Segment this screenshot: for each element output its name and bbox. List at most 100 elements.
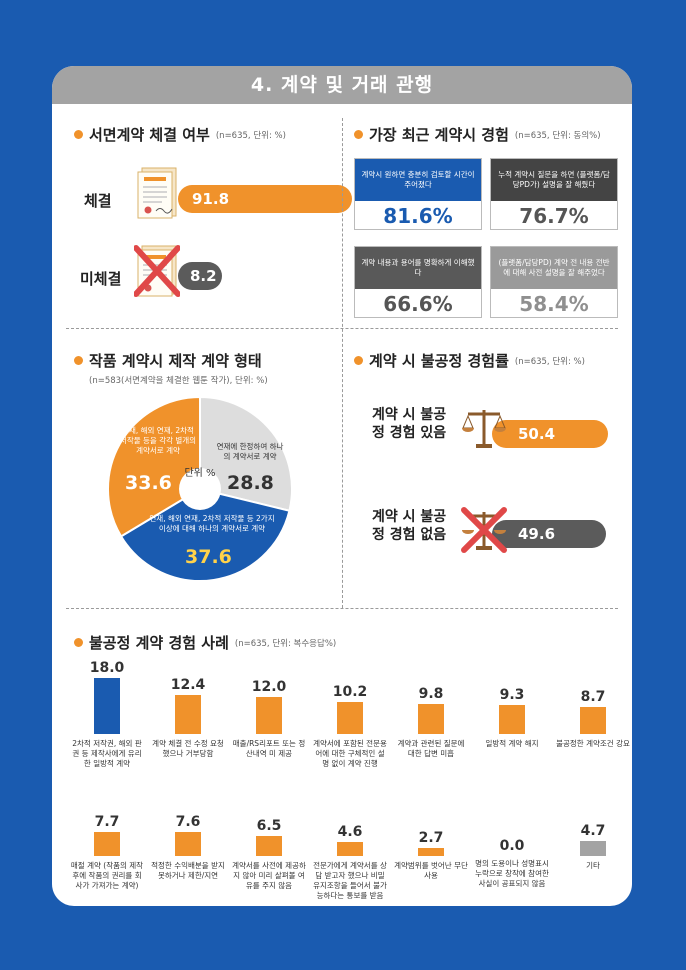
unfair-cases-section: 불공정 계약 경험 사례 (n=635, 단위: 복수응답%) — [74, 632, 336, 653]
case-item: 9.3 일방적 계약 해지 — [475, 687, 549, 749]
experience-statement: 계약 내용과 용어를 명확하게 이해했다 — [355, 247, 481, 289]
case-value: 12.4 — [170, 677, 206, 694]
signed-value: 91.8 — [192, 190, 230, 208]
unsigned-bar: 8.2 — [178, 262, 222, 290]
pie-center-label: 단위 % — [184, 468, 216, 479]
case-value: 9.3 — [499, 687, 525, 704]
case-bar — [175, 695, 201, 734]
pie-label-single-contract: 연재, 해외 연재, 2차적 저작물 등 2가지 이상에 대해 하나의 계약서로… — [149, 514, 275, 534]
page-banner: 4. 계약 및 거래 관행 — [52, 66, 632, 104]
case-item: 10.2 계약서에 포함된 전문용어에 대한 구체적인 설명 없이 계약 진행 — [313, 684, 387, 769]
bullet-dot-icon — [74, 638, 83, 647]
pie-center — [179, 468, 221, 510]
unfair-rate-note: (n=635, 단위: %) — [514, 356, 585, 367]
recent-experience-title: 가장 최근 계약시 경험 — [369, 126, 509, 144]
divider-vertical — [342, 118, 343, 608]
unfair-rate-section: 계약 시 불공정 경험률 (n=635, 단위: %) — [354, 350, 585, 371]
divider — [66, 608, 618, 609]
case-value: 10.2 — [332, 684, 368, 701]
pie-slice — [107, 395, 201, 538]
case-bar — [499, 705, 525, 734]
case-bar — [256, 696, 282, 734]
unfair-yes-label: 계약 시 불공정 경험 있음 — [372, 407, 447, 442]
pie-label-serial-only: 연재에 한정하여 하나의 계약서로 계약 — [216, 442, 284, 462]
case-item: 8.7 불공정한 계약조건 강요 — [556, 689, 630, 749]
infographic-card: 4. 계약 및 거래 관행 서면계약 체결 여부 (n=635, 단위: %) … — [52, 66, 632, 906]
case-label: 전문가에게 계약서를 상담 받고자 했으나 비밀유지조항을 들어서 불가능하다는… — [313, 860, 387, 901]
experience-statement: (플랫폼/담당PD) 계약 전 내용 전반에 대해 사전 설명을 잘 해주었다 — [491, 247, 617, 289]
experience-statement: 계약시 원하면 충분히 검토할 시간이 주어졌다 — [355, 159, 481, 201]
contract-type-note: (n=583(서면계약을 체결한 웹툰 작가), 단위: %) — [89, 376, 268, 386]
experience-value: 58.4% — [519, 292, 589, 316]
unfair-no-bar: 49.6 — [492, 520, 607, 548]
written-contract-title: 서면계약 체결 여부 — [89, 126, 210, 144]
unfair-no-value: 49.6 — [518, 525, 556, 543]
case-label: 불공정한 계약조건 강요 — [556, 738, 630, 748]
case-value: 8.7 — [580, 688, 606, 705]
case-item: 0.0 명의 도용이나 성명표시 누락으로 창작에 참여한 사실이 공표되지 않음 — [475, 838, 549, 889]
experience-value: 76.7% — [519, 204, 589, 228]
case-bar — [337, 702, 363, 734]
case-label: 매절 계약 (작품의 제작 후에 작품의 권리를 회사가 가져가는 계약) — [70, 860, 144, 891]
case-label: 2차적 저작권, 해외 판권 등 제작사에게 유리한 일방적 계약 — [72, 739, 142, 769]
case-item: 4.6 전문가에게 계약서를 상담 받고자 했으나 비밀유지조항을 들어서 불가능… — [313, 824, 387, 902]
case-bar — [580, 706, 606, 734]
unfair-no-label: 계약 시 불공정 경험 없음 — [372, 509, 447, 544]
experience-card: (플랫폼/담당PD) 계약 전 내용 전반에 대해 사전 설명을 잘 해주었다 5… — [490, 246, 618, 318]
scale-crossed-icon — [461, 507, 507, 553]
case-item: 2.7 계약범위를 벗어난 무단사용 — [394, 830, 468, 882]
case-value: 9.8 — [418, 685, 444, 702]
contract-type-pie: 연재에 한정하여 하나의 계약서로 계약 28.8 연재, 해외 연재, 2차적… — [107, 395, 293, 582]
case-label: 계약 체결 전 수정 요청 했으나 거부당함 — [152, 738, 224, 759]
case-value: 6.5 — [256, 817, 282, 834]
unfair-yes-value: 50.4 — [518, 425, 556, 443]
case-bar — [418, 847, 444, 856]
written-contract-title-row: 서면계약 체결 여부 (n=635, 단위: %) — [74, 124, 286, 145]
case-value: 7.7 — [94, 814, 120, 831]
scale-icon — [462, 410, 506, 448]
case-bar — [337, 841, 363, 856]
unfair-cases-note: (n=635, 단위: 복수응답%) — [234, 638, 337, 649]
case-item: 12.4 계약 체결 전 수정 요청 했으나 거부당함 — [151, 677, 225, 759]
case-label: 명의 도용이나 성명표시 누락으로 창작에 참여한 사실이 공표되지 않음 — [475, 859, 549, 889]
experience-card: 계약 내용과 용어를 명확하게 이해했다 66.6% — [354, 246, 482, 318]
case-value: 0.0 — [499, 838, 525, 854]
written-contract-section: 서면계약 체결 여부 (n=635, 단위: %) — [74, 124, 286, 145]
pie-chart — [107, 395, 293, 582]
experience-value: 81.6% — [383, 204, 453, 228]
unfair-rate-title-row: 계약 시 불공정 경험률 (n=635, 단위: %) — [354, 350, 585, 371]
case-bar — [256, 835, 282, 856]
case-value: 12.0 — [251, 678, 287, 695]
bullet-dot-icon — [354, 356, 363, 365]
unfair-yes-bar: 50.4 — [492, 420, 608, 448]
case-item: 7.7 매절 계약 (작품의 제작 후에 작품의 권리를 회사가 가져가는 계약) — [70, 814, 144, 891]
case-label: 계약범위를 벗어난 무단사용 — [394, 860, 468, 881]
recent-experience-title-row: 가장 최근 계약시 경험 (n=635, 단위: 동의%) — [354, 124, 601, 145]
case-value: 7.6 — [175, 814, 201, 831]
case-label: 계약과 관련된 질문에 대한 답변 미흡 — [397, 738, 465, 759]
bullet-dot-icon — [74, 356, 83, 365]
contract-type-title: 작품 계약시 제작 계약 형태 — [89, 352, 262, 370]
case-bar — [580, 841, 606, 856]
unsigned-label: 미체결 — [80, 270, 122, 288]
case-bar — [175, 832, 201, 856]
case-bar — [94, 832, 120, 856]
case-value: 2.7 — [418, 829, 444, 846]
pie-value-separate-contract: 33.6 — [125, 472, 172, 494]
contract-type-title-row: 작품 계약시 제작 계약 형태 — [74, 350, 268, 371]
recent-experience-note: (n=635, 단위: 동의%) — [514, 130, 601, 141]
signed-label: 체결 — [84, 192, 112, 210]
case-label: 일방적 계약 해지 — [485, 738, 539, 748]
case-bar — [418, 703, 444, 734]
contract-type-section: 작품 계약시 제작 계약 형태 (n=583(서면계약을 체결한 웹툰 작가),… — [74, 350, 268, 386]
case-label: 계약서에 포함된 전문용어에 대한 구체적인 설명 없이 계약 진행 — [313, 738, 387, 769]
case-value: 4.6 — [337, 823, 363, 840]
case-item: 9.8 계약과 관련된 질문에 대한 답변 미흡 — [394, 686, 468, 760]
pie-value-serial-only: 28.8 — [227, 472, 274, 494]
case-item: 7.6 적정한 수익배분을 받지 못하거나 제한/지연 — [151, 814, 225, 881]
experience-statement: 누적 계약시 질문을 하면 (플랫폼/담당PD가) 설명을 잘 해줬다 — [491, 159, 617, 201]
contract-document-icon — [137, 167, 177, 219]
case-value: 18.0 — [89, 660, 125, 676]
unsigned-value: 8.2 — [190, 267, 217, 285]
case-item: 4.7 기타 — [556, 823, 630, 871]
